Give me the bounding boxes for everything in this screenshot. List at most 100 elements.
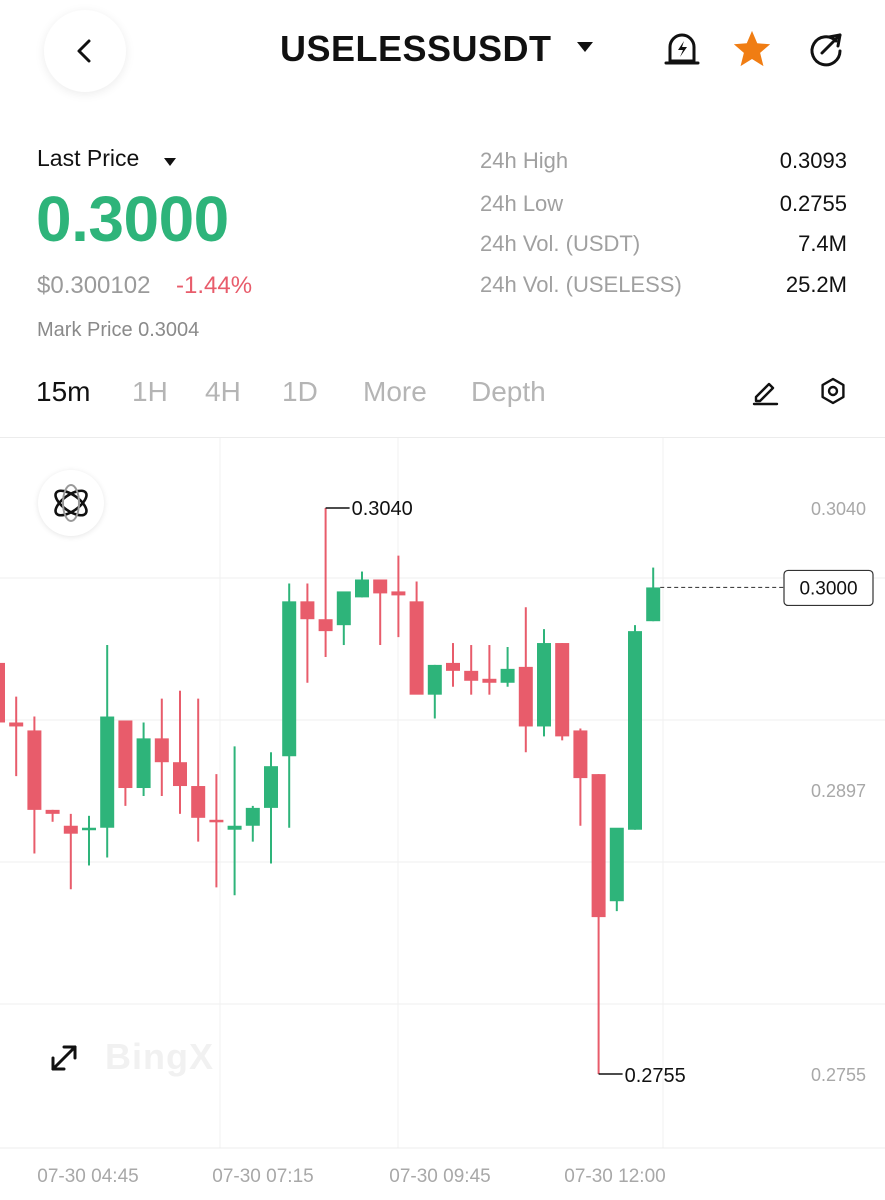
candle-body [373,579,388,594]
candle [154,698,169,796]
last-price-label[interactable]: Last Price [37,145,140,171]
candle [573,728,588,826]
back-button[interactable] [44,10,126,92]
candle [591,774,606,1074]
chart-overlays: 0.3040 0.2897 0.2755 07-30 04:45 07-30 07:15… [37,498,874,1187]
candle-body [209,819,224,823]
candle [500,647,515,687]
candle [300,583,315,683]
candle-body [464,670,479,681]
candle-body [27,730,42,810]
candle-body [427,664,442,695]
pencil-draw-icon[interactable] [749,375,781,407]
y-axis-label: 0.3040 [811,499,866,519]
caret-down-icon[interactable] [163,154,177,172]
candle [318,508,333,657]
candle [173,690,187,814]
candle [191,698,206,842]
candle [427,664,442,719]
tab-depth[interactable]: Depth [471,376,546,407]
candle-body [446,662,460,671]
stat-label-high: 24h High [480,148,569,173]
candle [264,752,278,864]
candle-body [609,827,624,902]
last-price-tag [783,569,874,607]
usd-price: $0.300102 [37,272,151,299]
candle [282,583,297,828]
tab-4h[interactable]: 4H [205,376,241,407]
stat-label-vol-usdt: 24h Vol. (USDT) [480,231,641,256]
candle [518,607,533,753]
stat-value-vol-usdt: 7.4M [798,231,847,256]
candle [82,815,96,866]
price-alert-bell-icon[interactable] [661,28,703,70]
candle-body [282,601,297,757]
tab-more[interactable]: More [363,376,427,407]
stat-value-low: 0.2755 [779,191,847,216]
candle [45,809,60,822]
candle [409,581,424,695]
settings-hexagon-icon[interactable] [817,375,849,407]
candle-body [591,774,606,918]
candle-body [100,716,115,828]
tab-1d[interactable]: 1D [282,376,318,407]
tab-1h[interactable]: 1H [132,376,168,407]
last-price-tag-label: 0.3000 [799,578,857,599]
candle-body [264,766,278,808]
x-axis-label: 07-30 09:45 [389,1166,490,1187]
favorite-star-icon[interactable] [731,28,773,70]
candle-body [391,591,406,596]
candle [63,813,78,890]
stat-label-vol-base: 24h Vol. (USELESS) [480,272,682,297]
candle [355,571,369,598]
candle-body [136,738,151,789]
share-icon[interactable] [805,28,847,70]
low-marker-label: 0.2755 [625,1065,686,1087]
mark-price: Mark Price 0.3004 [37,319,200,341]
candle-body [646,587,661,622]
candle-body [318,619,333,632]
candles-layer [0,508,661,1074]
candle-body [9,722,24,727]
caret-down-icon[interactable] [575,40,595,59]
candle [464,645,479,695]
candle [628,625,642,830]
symbol-title[interactable]: USELESSUSDT [280,28,552,69]
candle-body [555,643,570,737]
candle-body [154,738,169,763]
candle [209,774,224,888]
x-axis-label: 07-30 07:15 [212,1166,313,1187]
candle [100,645,115,858]
tab-15m[interactable]: 15m [36,376,91,407]
candle-body [482,678,497,683]
candle-body [500,668,515,683]
candle [391,555,406,638]
last-price-value: 0.3000 [36,183,229,255]
stat-label-low: 24h Low [480,191,564,216]
candle-body [336,591,351,626]
candle [609,827,624,912]
candlestick-chart[interactable]: 0.3040 0.2897 0.2755 07-30 04:45 07-30 07:15… [0,438,885,1200]
high-marker-label: 0.3040 [352,498,413,520]
candle [0,662,5,723]
watermark-logo: BingX [105,1036,214,1077]
indicator-button[interactable] [38,470,104,536]
candle [446,643,460,687]
candle [537,629,551,737]
tabs-divider [0,437,885,438]
candle-body [573,730,588,779]
fullscreen-expand-icon[interactable] [44,1038,84,1078]
candle [336,591,351,646]
candle-body [227,825,242,830]
candle-body [537,643,551,727]
candle [227,746,242,896]
candle [118,720,133,806]
candle-body [355,579,369,598]
candle-body [0,662,5,723]
candle-body [628,631,642,830]
y-axis-label: 0.2897 [811,781,866,801]
candle-body [300,601,315,620]
candle-body [118,720,133,789]
candle-body [45,809,60,814]
candle [245,805,260,842]
